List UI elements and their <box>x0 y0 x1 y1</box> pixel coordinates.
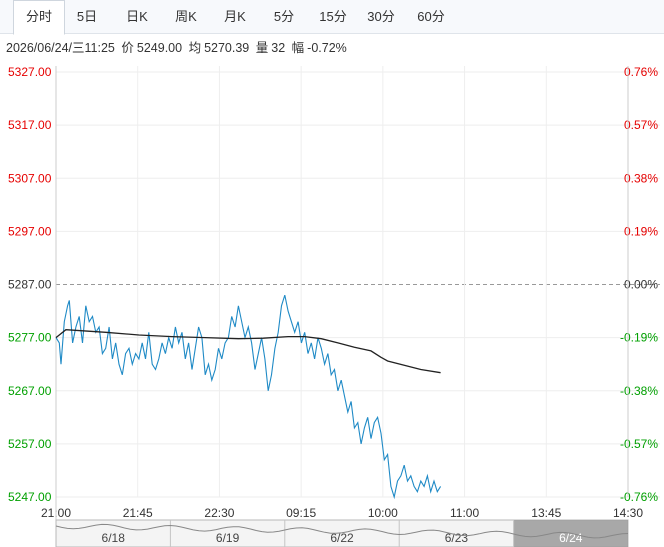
y-tick-label: 5317.00 <box>8 118 52 132</box>
x-tick-label: 13:45 <box>531 506 561 520</box>
navigator-date-label: 6/23 <box>445 531 469 545</box>
tab-daily-k[interactable]: 日K <box>126 9 148 24</box>
y-tick-label: 5287.00 <box>8 278 52 292</box>
pct-tick-label: 0.76% <box>624 65 658 79</box>
x-tick-label: 21:45 <box>123 506 153 520</box>
pct-tick-label: 0.19% <box>624 224 658 238</box>
tab-15-min[interactable]: 15分 <box>319 9 347 24</box>
x-tick-label: 11:00 <box>450 506 479 520</box>
tab-weekly-k[interactable]: 周K <box>175 9 197 24</box>
pct-tick-label: 0.57% <box>624 118 658 132</box>
x-tick-label: 09:15 <box>286 506 316 520</box>
pct-tick-label: -0.57% <box>620 437 658 451</box>
x-tick-label: 14:30 <box>613 506 643 520</box>
tab-intraday[interactable]: 分时 <box>13 0 65 35</box>
date-navigator[interactable]: 6/18 6/19 6/22 6/23 6/24 <box>55 519 629 547</box>
average-line <box>55 329 441 374</box>
y-tick-label: 5247.00 <box>8 490 52 504</box>
chart-axes: 5327.00 0.76% 5317.00 0.57% 5307.00 0.38% 5297… <box>8 65 658 520</box>
navigator-mini-line <box>55 523 629 539</box>
navigator-date-label: 6/19 <box>216 531 240 545</box>
pct-tick-label: -0.38% <box>620 384 658 398</box>
chart-series <box>55 294 442 500</box>
y-tick-label: 5267.00 <box>8 384 52 398</box>
chart-grid <box>55 66 660 498</box>
info-change: -0.72% <box>307 41 347 55</box>
info-price-label: 价 <box>121 41 134 55</box>
navigator-date-label: 6/22 <box>330 531 354 545</box>
x-tick-label: 10:00 <box>368 506 398 520</box>
y-tick-label: 5297.00 <box>8 224 52 238</box>
pct-tick-label: -0.76% <box>620 490 658 504</box>
info-datetime: 2026/06/24/三11:25 <box>6 41 115 55</box>
quote-info-bar: 2026/06/24/三11:25 价 5249.00 均 5270.39 量 32 … <box>6 37 350 56</box>
x-tick-label: 22:30 <box>204 506 234 520</box>
info-volume-label: 量 <box>255 41 269 55</box>
y-tick-label: 5257.00 <box>8 437 52 451</box>
period-tab-bar: 分时 5日 日K 周K 月K 5分 15分 30分 60分 <box>0 0 664 35</box>
tab-5-min[interactable]: 5分 <box>273 9 295 24</box>
y-tick-label: 5327.00 <box>8 65 52 79</box>
price-line <box>55 294 442 500</box>
tab-5-day[interactable]: 5日 <box>76 9 98 24</box>
y-tick-label: 5307.00 <box>8 171 52 185</box>
tab-60-min[interactable]: 60分 <box>417 9 445 24</box>
info-avg: 5270.39 <box>204 41 250 55</box>
tab-30-min[interactable]: 30分 <box>367 9 395 24</box>
info-price: 5249.00 <box>136 41 183 55</box>
info-avg-label: 均 <box>188 41 202 55</box>
pct-tick-label: 0.00% <box>624 278 658 292</box>
info-change-label: 幅 <box>291 41 305 55</box>
pct-tick-label: 0.38% <box>624 171 658 185</box>
y-tick-label: 5277.00 <box>8 331 52 345</box>
navigator-date-label: 6/18 <box>102 531 126 545</box>
info-volume: 32 <box>271 41 286 55</box>
tab-monthly-k[interactable]: 月K <box>224 9 246 24</box>
pct-tick-label: -0.19% <box>620 331 658 345</box>
